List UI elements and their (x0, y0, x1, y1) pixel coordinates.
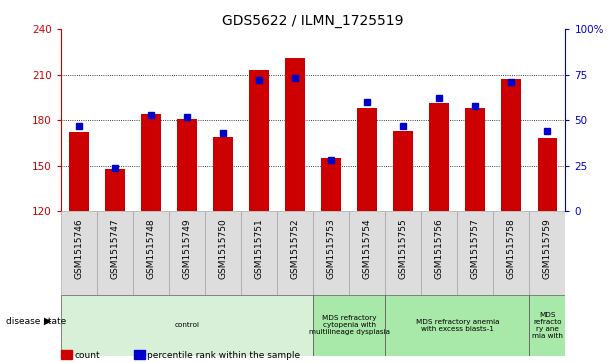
Text: ▶: ▶ (44, 316, 52, 326)
Text: GSM1515753: GSM1515753 (326, 218, 336, 279)
Bar (277, 211, 313, 295)
Text: GSM1515754: GSM1515754 (363, 218, 371, 279)
Bar (457, 211, 493, 295)
Text: GSM1515749: GSM1515749 (182, 218, 192, 279)
Text: GSM1515751: GSM1515751 (255, 218, 263, 279)
Text: GSM1515752: GSM1515752 (291, 218, 300, 279)
Bar (61, 295, 313, 356)
Bar (530, 295, 565, 356)
Bar (241, 211, 277, 295)
Bar (97, 211, 133, 295)
Bar (177, 119, 197, 211)
Text: count: count (74, 351, 100, 359)
Text: percentile rank within the sample: percentile rank within the sample (147, 351, 300, 359)
Bar (313, 211, 349, 295)
Text: GSM1515759: GSM1515759 (543, 218, 552, 279)
Text: GSM1515747: GSM1515747 (111, 218, 119, 279)
Bar (465, 108, 485, 211)
Bar (321, 158, 341, 211)
Bar (313, 295, 385, 356)
Bar (429, 103, 449, 211)
Bar (105, 169, 125, 211)
Bar (213, 137, 233, 211)
Text: MDS refractory
cytopenia with
multilineage dysplasia: MDS refractory cytopenia with multilinea… (309, 315, 390, 335)
Bar (205, 211, 241, 295)
Bar (141, 114, 161, 211)
Text: GSM1515758: GSM1515758 (507, 218, 516, 279)
Bar (285, 58, 305, 211)
Text: GSM1515750: GSM1515750 (218, 218, 227, 279)
Bar (249, 70, 269, 211)
Text: MDS refractory anemia
with excess blasts-1: MDS refractory anemia with excess blasts… (415, 319, 499, 332)
Text: MDS
refracto
ry ane
mia with: MDS refracto ry ane mia with (532, 312, 563, 339)
Text: control: control (174, 322, 199, 329)
Bar (493, 211, 530, 295)
Bar (61, 211, 97, 295)
Bar (530, 211, 565, 295)
Bar (537, 138, 558, 211)
Text: GSM1515748: GSM1515748 (147, 218, 156, 279)
Text: disease state: disease state (6, 317, 66, 326)
Title: GDS5622 / ILMN_1725519: GDS5622 / ILMN_1725519 (223, 14, 404, 28)
Bar (385, 295, 530, 356)
Text: GSM1515746: GSM1515746 (74, 218, 83, 279)
Bar (393, 131, 413, 211)
Bar (421, 211, 457, 295)
Bar (358, 108, 377, 211)
Bar (349, 211, 385, 295)
Text: GSM1515757: GSM1515757 (471, 218, 480, 279)
Text: GSM1515755: GSM1515755 (399, 218, 408, 279)
Bar (502, 79, 521, 211)
Bar (69, 132, 89, 211)
Bar (133, 211, 169, 295)
Text: GSM1515756: GSM1515756 (435, 218, 444, 279)
Bar (385, 211, 421, 295)
Bar (169, 211, 205, 295)
